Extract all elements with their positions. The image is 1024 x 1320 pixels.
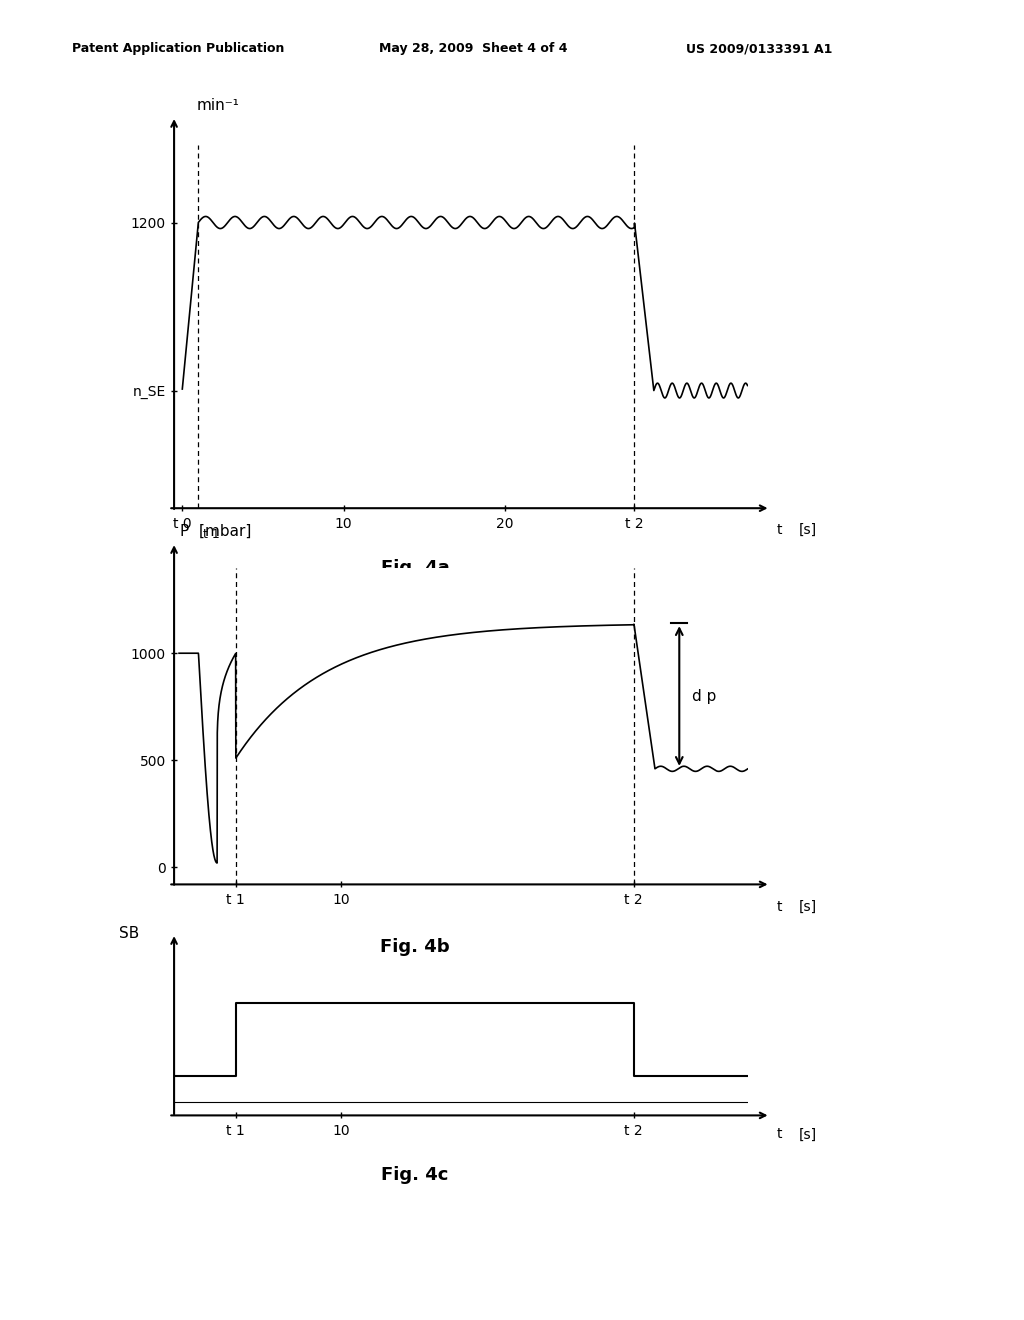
Text: Patent Application Publication: Patent Application Publication: [72, 42, 284, 55]
Text: Fig. 4a: Fig. 4a: [381, 560, 450, 577]
Text: Fig. 4b: Fig. 4b: [380, 939, 450, 956]
Text: [s]: [s]: [799, 1127, 817, 1142]
Text: May 28, 2009  Sheet 4 of 4: May 28, 2009 Sheet 4 of 4: [379, 42, 567, 55]
Text: US 2009/0133391 A1: US 2009/0133391 A1: [686, 42, 833, 55]
Text: t 1: t 1: [203, 528, 220, 541]
Text: [s]: [s]: [799, 899, 817, 913]
Text: P  [mbar]: P [mbar]: [180, 524, 251, 539]
Text: min⁻¹: min⁻¹: [197, 98, 240, 112]
Text: Fig. 4c: Fig. 4c: [381, 1166, 449, 1184]
Text: d p: d p: [692, 689, 717, 704]
Text: t: t: [776, 523, 781, 537]
Text: t: t: [776, 1127, 781, 1142]
Text: [s]: [s]: [799, 523, 817, 537]
Text: t: t: [776, 899, 781, 913]
Text: SB: SB: [120, 927, 139, 941]
